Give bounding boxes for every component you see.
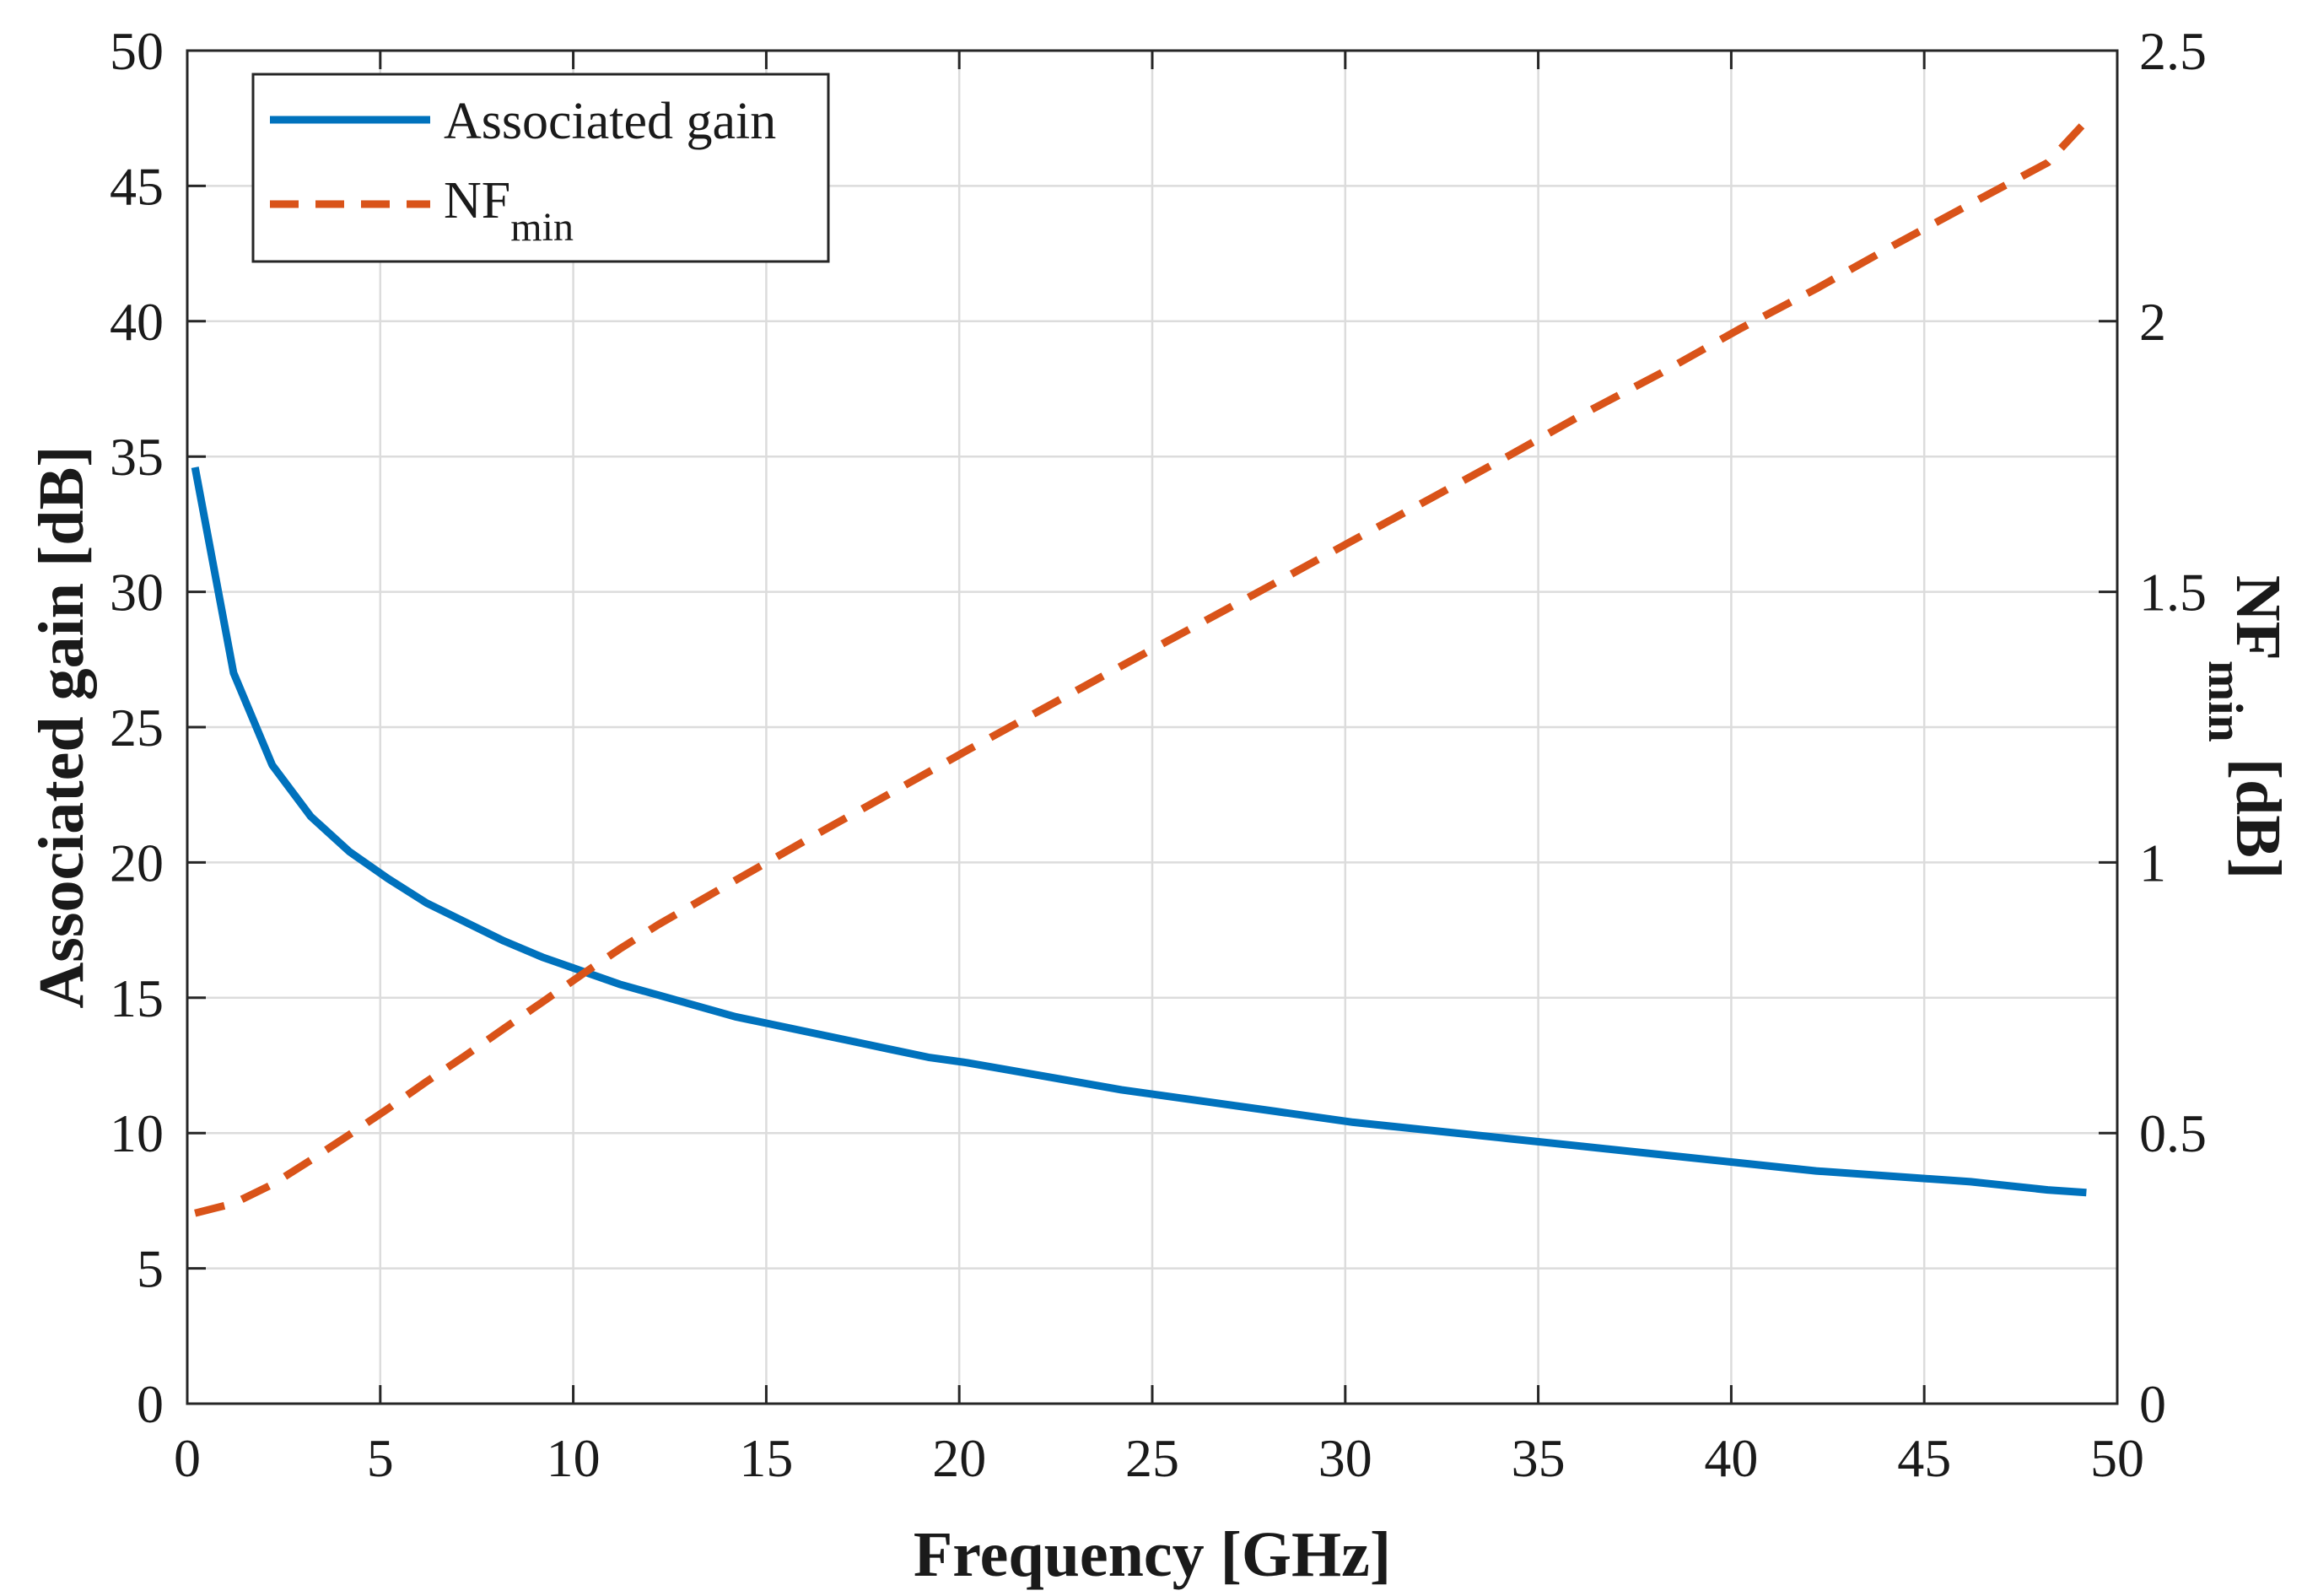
y-left-tick-label: 40 [110,292,164,352]
y-axis-right-title-subscript: min [2199,661,2254,742]
legend: Associated gain NFmin [251,73,830,263]
y-right-tick-label: 2.5 [2139,21,2207,81]
x-tick-label: 45 [1897,1428,1951,1488]
x-tick-label: 35 [1512,1428,1566,1488]
ticks: 0 5 10 15 20 25 30 35 40 45 5005101520253035404550… [110,21,2207,1488]
legend-label-nfmin-subscript: min [510,205,574,250]
y-right-tick-label: 2 [2139,292,2166,352]
legend-label-nfmin-main: NF [444,172,510,229]
y-axis-left-title: Associated gain [dB] [26,445,97,1008]
y-axis-right-title-main: NF [2223,575,2294,661]
grid [187,51,2117,1404]
x-tick-label: 30 [1318,1428,1372,1488]
y-left-tick-label: 25 [110,698,164,758]
x-tick-label: 15 [739,1428,793,1488]
y-left-tick-label: 5 [137,1239,164,1299]
y-left-tick-label: 20 [110,833,164,892]
x-tick-label: 0 [174,1428,201,1488]
y-axis-right-title: NFmin [dB] [2199,575,2294,880]
x-axis-title: Frequency [GHz] [914,1519,1391,1590]
plot-series [191,118,2089,1217]
y-right-tick-label: 1 [2139,833,2166,892]
y-right-tick-label: 1.5 [2139,563,2207,623]
x-tick-label: 20 [932,1428,986,1488]
y-left-tick-label: 50 [110,21,164,81]
y-left-tick-label: 45 [110,156,164,216]
x-tick-label: 50 [2090,1428,2144,1488]
series-line-associated-gain [191,466,2087,1197]
y-axis-right-title-unit: [dB] [2223,742,2294,880]
x-tick-label: 40 [1704,1428,1758,1488]
y-left-tick-label: 10 [110,1103,164,1163]
series-line-nfmin [194,118,2089,1217]
x-tick-label: 5 [367,1428,394,1488]
legend-label-associated-gain: Associated gain [444,93,776,150]
legend-label-nfmin: NFmin [444,172,574,250]
y-left-tick-label: 30 [110,563,164,623]
y-left-tick-label: 0 [137,1374,164,1434]
x-tick-label: 10 [547,1428,601,1488]
legend-box [251,73,830,263]
y-right-tick-label: 0 [2139,1374,2166,1434]
y-left-tick-label: 15 [110,968,164,1028]
x-tick-label: 25 [1125,1428,1179,1488]
y-left-tick-label: 35 [110,427,164,487]
y-right-tick-label: 0.5 [2139,1103,2207,1163]
